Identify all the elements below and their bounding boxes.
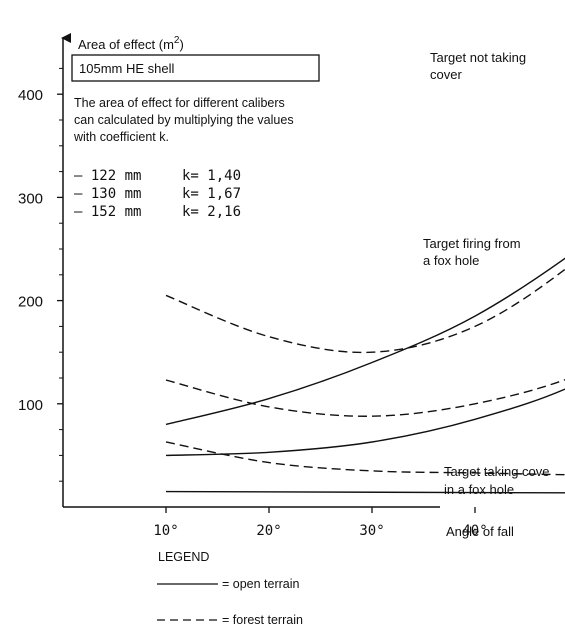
note-text: The area of effect for different caliber… [73,96,297,144]
note-line: can calculated by multiplying the values [74,113,294,127]
coefficient-k: k= 1,67 [182,186,241,202]
annotation-fox-hole: Target firing from a fox hole [423,236,524,268]
x-tick-label: 20° [256,523,281,539]
legend-label-open: = open terrain [222,577,300,591]
coefficient-caliber: – 130 mm [74,186,141,202]
annotation-not-cover: Target not taking cover [430,50,530,82]
legend: LEGEND = open terrain = forest terrain [157,550,303,627]
chart-title-box [71,54,320,82]
y-tick-label: 400 [18,87,43,104]
coefficient-caliber: – 152 mm [74,204,141,220]
coefficient-k: k= 2,16 [182,204,241,220]
series-open-fox-hole [165,388,565,457]
series-open-not-cover [165,257,565,426]
legend-title: LEGEND [158,550,209,564]
legend-label-forest: = forest terrain [222,613,303,627]
y-axis-label: Area of effect (m2) [78,35,184,52]
coefficient-table: – 122 mm k= 1,40 – 130 mm k= 1,67 – 152 … [74,168,241,220]
series-lines [165,257,565,494]
coefficient-k: k= 1,40 [182,168,241,184]
y-axis-label-text: Area of effect [78,37,155,52]
coefficient-caliber: – 122 mm [74,168,141,184]
series-forest-fox-hole [165,378,565,417]
series-open-cover-fox-hole [165,490,565,494]
y-axis-unit-exponent: 2 [174,35,180,46]
chart-title: 105mm HE shell [79,61,174,76]
note-line: The area of effect for different caliber… [74,96,285,110]
y-axis-unit: m [163,37,174,52]
series-forest-cover-fox-hole [165,441,565,476]
x-tick-label: 40° [462,523,487,539]
y-tick-label: 100 [18,397,43,414]
x-axis-label: Angle of fall [446,524,514,539]
y-tick-label: 200 [18,294,43,311]
axes [61,33,440,508]
y-tick-label: 300 [18,190,43,207]
x-tick-label: 10° [153,523,178,539]
x-tick-label: 30° [359,523,384,539]
note-line: with coefficient k. [73,130,169,144]
annotation-cover-fox-hole: Target taking cove in a fox hole [444,464,553,497]
